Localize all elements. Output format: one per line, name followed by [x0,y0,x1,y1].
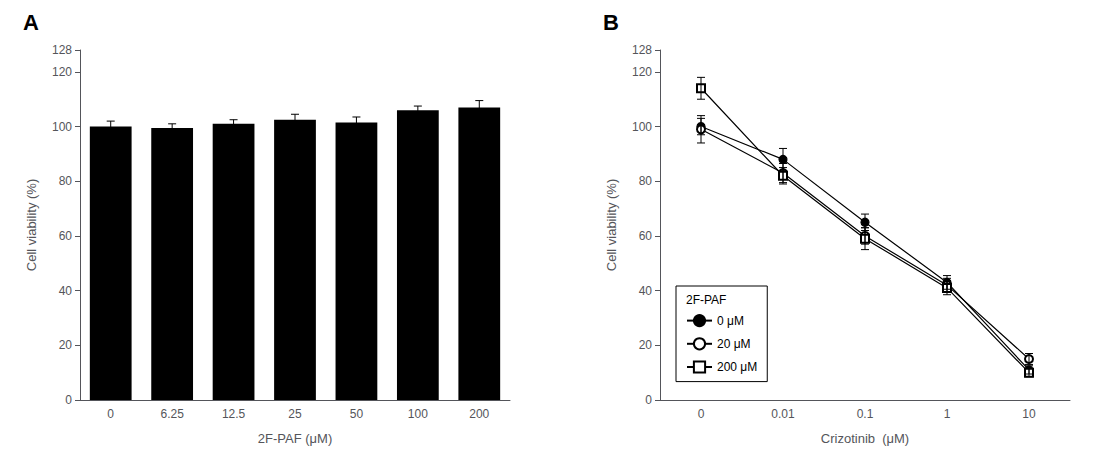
svg-text:128: 128 [632,43,652,57]
svg-text:128: 128 [52,43,72,57]
svg-text:0: 0 [107,407,114,421]
svg-text:2F-PAF: 2F-PAF [686,293,726,307]
svg-text:0 μM: 0 μM [717,314,744,328]
svg-text:0: 0 [698,407,705,421]
svg-text:12.5: 12.5 [222,407,246,421]
svg-text:100: 100 [408,407,428,421]
svg-text:0: 0 [645,393,652,407]
svg-text:20: 20 [639,338,653,352]
svg-text:Cell viability (%): Cell viability (%) [24,179,39,271]
svg-text:50: 50 [350,407,364,421]
svg-text:120: 120 [52,65,72,79]
svg-text:100: 100 [52,120,72,134]
svg-text:2F-PAF (μM): 2F-PAF (μM) [258,431,332,446]
svg-text:60: 60 [639,229,653,243]
svg-text:6.25: 6.25 [160,407,184,421]
svg-text:200 μM: 200 μM [717,360,757,374]
svg-text:A: A [23,10,39,35]
svg-text:Crizotinib (μM): Crizotinib (μM) [821,431,909,446]
svg-text:20 μM: 20 μM [717,337,751,351]
svg-text:1: 1 [944,407,951,421]
svg-text:0: 0 [65,393,72,407]
svg-text:40: 40 [639,284,653,298]
svg-text:200: 200 [469,407,489,421]
svg-text:120: 120 [632,65,652,79]
svg-text:0.01: 0.01 [771,407,795,421]
svg-text:0.1: 0.1 [857,407,874,421]
svg-text:B: B [603,10,619,35]
svg-text:25: 25 [288,407,302,421]
svg-text:40: 40 [59,284,73,298]
svg-text:20: 20 [59,338,73,352]
svg-text:80: 80 [59,174,73,188]
svg-text:Cell viability (%): Cell viability (%) [604,179,619,271]
svg-text:100: 100 [632,120,652,134]
svg-text:10: 10 [1022,407,1036,421]
svg-text:80: 80 [639,174,653,188]
svg-text:60: 60 [59,229,73,243]
